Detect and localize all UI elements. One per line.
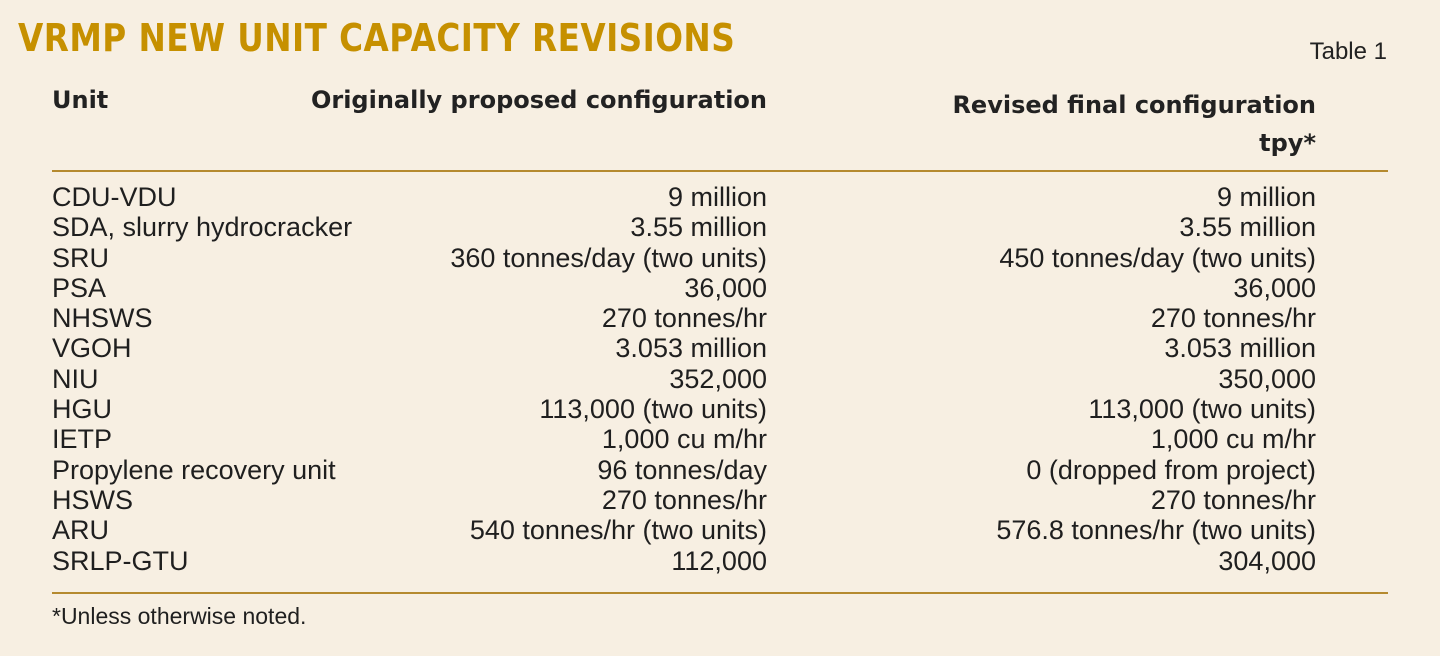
original-cell: 3.55 million [630, 212, 767, 243]
unit-cell: SRLP-GTU [52, 545, 189, 576]
table-label: Table 1 [1309, 38, 1387, 65]
header-divider [52, 170, 1388, 172]
original-cell: 1,000 cu m/hr [601, 424, 767, 455]
original-cell: 96 tonnes/day [597, 454, 767, 485]
table-row: SRU 360 tonnes/day (two units) 450 tonne… [52, 243, 1316, 273]
table-row: NIU 352,000 350,000 [52, 364, 1316, 394]
unit-cell: Propylene recovery unit [52, 454, 336, 485]
revised-cell: 270 tonnes/hr [1150, 484, 1316, 515]
revised-cell: 0 (dropped from project) [1026, 454, 1316, 485]
page-title: VRMP NEW UNIT CAPACITY REVISIONS [18, 16, 736, 60]
footer-divider [52, 592, 1388, 594]
revised-cell: 9 million [1216, 182, 1316, 212]
table-row: PSA 36,000 36,000 [52, 273, 1316, 303]
unit-cell: HSWS [52, 484, 133, 515]
original-cell: 9 million [667, 182, 767, 212]
original-cell: 360 tonnes/day (two units) [450, 242, 767, 273]
original-cell: 270 tonnes/hr [601, 484, 767, 515]
revised-cell: 576.8 tonnes/hr (two units) [996, 515, 1316, 546]
original-cell: 540 tonnes/hr (two units) [469, 515, 767, 546]
original-cell: 36,000 [684, 272, 767, 303]
original-cell: 3.053 million [615, 333, 767, 364]
revised-cell: 350,000 [1218, 363, 1316, 394]
unit-cell: SRU [52, 242, 110, 273]
original-cell: 270 tonnes/hr [601, 303, 767, 334]
unit-cell: IETP [52, 424, 113, 455]
table-row: HGU 113,000 (two units) 113,000 (two uni… [52, 394, 1316, 424]
unit-cell: PSA [52, 272, 107, 303]
revised-cell: 450 tonnes/day (two units) [999, 242, 1316, 273]
unit-cell: NHSWS [52, 303, 153, 334]
original-cell: 112,000 [671, 545, 767, 576]
column-header-revised-line2: tpy* [1259, 129, 1316, 157]
unit-cell: CDU-VDU [52, 182, 177, 212]
unit-cell: HGU [52, 394, 112, 425]
table-row: CDU-VDU 9 million 9 million [52, 182, 1316, 212]
revised-cell: 3.053 million [1164, 333, 1316, 364]
revised-cell: 270 tonnes/hr [1150, 303, 1316, 334]
column-header-revised-line1: Revised final configuration [952, 91, 1316, 119]
revised-cell: 113,000 (two units) [1088, 394, 1316, 425]
column-header-unit: Unit [52, 86, 109, 114]
unit-cell: SDA, slurry hydrocracker [52, 212, 353, 243]
footnote: *Unless otherwise noted. [52, 603, 307, 629]
table-body: CDU-VDU 9 million 9 million SDA, slurry … [52, 182, 1316, 576]
table-row: ARU 540 tonnes/hr (two units) 576.8 tonn… [52, 515, 1316, 545]
table-row: SRLP-GTU 112,000 304,000 [52, 546, 1316, 576]
table-row: NHSWS 270 tonnes/hr 270 tonnes/hr [52, 303, 1316, 333]
revised-cell: 304,000 [1218, 545, 1316, 576]
revised-cell: 36,000 [1233, 272, 1316, 303]
revised-cell: 3.55 million [1179, 212, 1316, 243]
table-row: VGOH 3.053 million 3.053 million [52, 333, 1316, 363]
unit-cell: NIU [52, 363, 99, 394]
table-row: Propylene recovery unit 96 tonnes/day 0 … [52, 455, 1316, 485]
original-cell: 113,000 (two units) [539, 394, 767, 425]
table-row: IETP 1,000 cu m/hr 1,000 cu m/hr [52, 424, 1316, 454]
column-header-original: Originally proposed configuration [310, 86, 767, 114]
table-row: SDA, slurry hydrocracker 3.55 million 3.… [52, 212, 1316, 242]
table-header: Unit Originally proposed configuration R… [52, 86, 1316, 160]
unit-cell: VGOH [52, 333, 132, 364]
table-row: HSWS 270 tonnes/hr 270 tonnes/hr [52, 485, 1316, 515]
revised-cell: 1,000 cu m/hr [1150, 424, 1316, 455]
column-header-revised: Revised final configuration tpy* [952, 86, 1316, 162]
unit-cell: ARU [52, 515, 110, 546]
original-cell: 352,000 [669, 363, 767, 394]
